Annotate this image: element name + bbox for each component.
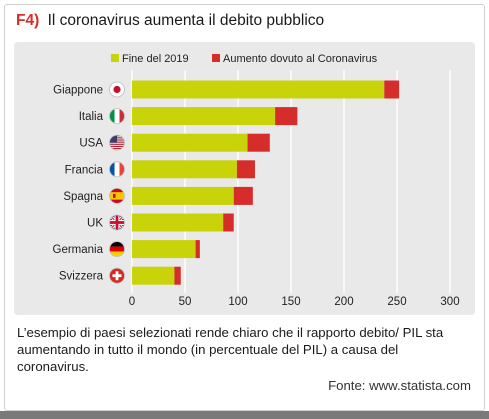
x-tick-label: 50 [179, 296, 192, 308]
category-label-francia: Francia [65, 164, 104, 176]
bar-base-uk [132, 213, 224, 232]
legend-label-base: Fine del 2019 [122, 53, 189, 65]
bar-increase-germania [195, 240, 200, 259]
x-tick-label: 200 [334, 296, 353, 308]
switzerland-flag-icon [109, 267, 125, 284]
chart-caption: L’esempio di paesi selezionati rende chi… [17, 325, 444, 374]
bar-base-usa [132, 133, 248, 152]
x-tick-label: 300 [440, 296, 459, 308]
x-axis-ticks: 0 50 100 150 200 250 300 [129, 296, 460, 308]
bar-increase-giappone [384, 80, 400, 99]
japan-flag-icon [109, 81, 125, 98]
italy-flag-icon [109, 108, 125, 124]
bar-increase-svizzera [174, 266, 181, 285]
category-label-usa: USA [79, 138, 103, 150]
bottom-rule [0, 411, 489, 419]
source-note: Fonte: www.statista.com [328, 378, 471, 393]
germany-flag-icon [109, 241, 125, 258]
bar-base-francia [132, 160, 237, 179]
usa-flag-icon [109, 134, 125, 151]
bar-base-svizzera [132, 266, 175, 285]
spain-flag-icon [109, 187, 125, 204]
figure-code: F4) [16, 12, 40, 29]
bar-base-giappone [132, 80, 385, 99]
category-label-svizzera: Svizzera [59, 271, 104, 283]
chart-legend: Fine del 2019 Aumento dovuto al Coronavir… [111, 53, 378, 65]
france-flag-icon [109, 161, 125, 178]
x-tick-label: 150 [281, 296, 300, 308]
country-flags [109, 81, 125, 284]
legend-swatch-base [111, 54, 119, 62]
figure-title: F4) Il coronavirus aumenta il debito pub… [16, 12, 324, 30]
legend-swatch-increase [212, 54, 220, 62]
bar-base-germania [132, 240, 196, 259]
x-tick-label: 0 [129, 296, 135, 308]
uk-flag-icon [109, 214, 125, 231]
figure-title-text: Il coronavirus aumenta il debito pubblic… [47, 12, 325, 29]
category-label-spagna: Spagna [63, 191, 103, 203]
bar-increase-francia [236, 160, 255, 179]
category-labels: Giappone Italia USA Francia Spagna UK Germania… [53, 85, 104, 283]
grid-lines [131, 70, 451, 293]
bar-base-spagna [132, 186, 234, 205]
bar-increase-uk [223, 213, 234, 232]
bars [132, 80, 400, 285]
bar-base-italia [132, 107, 276, 126]
bar-increase-italia [275, 107, 298, 126]
category-label-uk: UK [87, 218, 103, 230]
bar-increase-spagna [233, 186, 253, 205]
legend-label-increase: Aumento dovuto al Coronavirus [223, 53, 378, 65]
bar-increase-usa [247, 133, 270, 152]
category-label-germania: Germania [53, 244, 104, 256]
x-tick-label: 250 [387, 296, 406, 308]
category-label-italia: Italia [79, 111, 104, 123]
x-tick-label: 100 [228, 296, 247, 308]
bar-chart: Fine del 2019 Aumento dovuto al Coronavir… [53, 53, 460, 308]
category-label-giappone: Giappone [53, 85, 103, 97]
